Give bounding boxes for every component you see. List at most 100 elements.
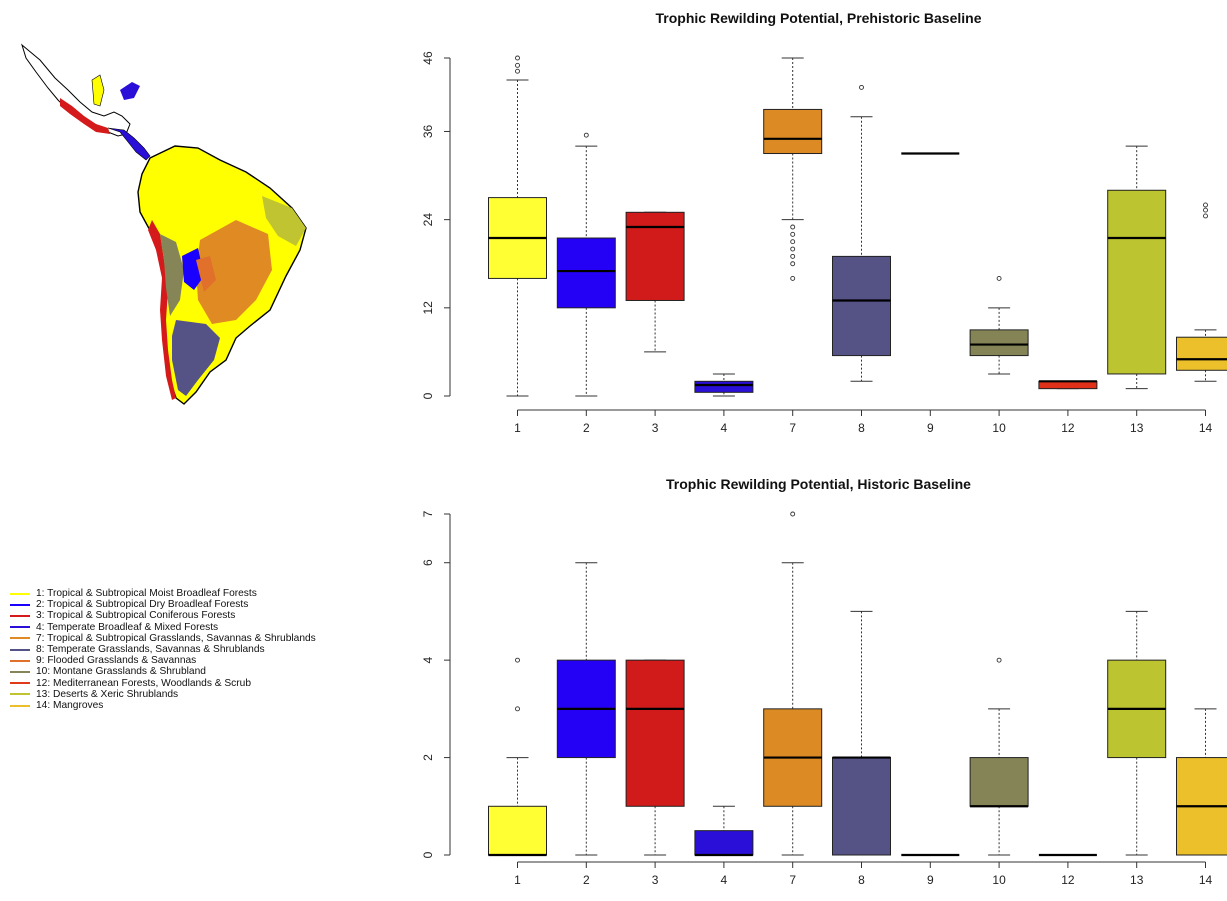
legend-item: 1: Tropical & Subtropical Moist Broadlea… (10, 588, 316, 599)
box-12 (1039, 381, 1097, 388)
x-tick-label: 9 (927, 873, 934, 887)
latin-america-biome-map (0, 20, 330, 410)
x-tick-label: 14 (1199, 421, 1213, 435)
legend-swatch (10, 626, 30, 628)
x-tick-label: 3 (652, 873, 659, 887)
legend-label: 8: Temperate Grasslands, Savannas & Shru… (36, 644, 265, 655)
biome-legend: 1: Tropical & Subtropical Moist Broadlea… (10, 588, 316, 711)
legend-label: 10: Montane Grasslands & Shrubland (36, 666, 206, 677)
outlier-point (516, 63, 520, 67)
legend-label: 4: Temperate Broadleaf & Mixed Forests (36, 622, 218, 633)
legend-swatch (10, 682, 30, 684)
outlier-point (860, 85, 864, 89)
y-tick-label: 0 (421, 851, 435, 858)
box-8 (833, 256, 891, 355)
legend-swatch (10, 671, 30, 673)
outlier-point (791, 276, 795, 280)
box-2 (557, 238, 615, 308)
box-3 (626, 660, 684, 806)
box-14 (1177, 337, 1227, 370)
legend-item: 3: Tropical & Subtropical Coniferous For… (10, 610, 316, 621)
legend-swatch (10, 705, 30, 707)
legend-swatch (10, 593, 30, 595)
legend-item: 2: Tropical & Subtropical Dry Broadleaf … (10, 599, 316, 610)
map-mexico (22, 45, 130, 136)
legend-item: 8: Temperate Grasslands, Savannas & Shru… (10, 644, 316, 655)
outlier-point (791, 240, 795, 244)
legend-swatch (10, 604, 30, 606)
outlier-point (516, 56, 520, 60)
outlier-point (516, 707, 520, 711)
x-tick-label: 8 (858, 421, 865, 435)
box-10 (970, 330, 1028, 356)
x-tick-label: 2 (583, 873, 590, 887)
legend-label: 9: Flooded Grasslands & Savannas (36, 655, 196, 666)
x-tick-label: 7 (789, 873, 796, 887)
x-tick-label: 7 (789, 421, 796, 435)
x-tick-label: 13 (1130, 421, 1144, 435)
y-tick-label: 0 (421, 392, 435, 399)
legend-item: 4: Temperate Broadleaf & Mixed Forests (10, 622, 316, 633)
chart-title: Trophic Rewilding Potential, Historic Ba… (410, 476, 1227, 492)
x-tick-label: 1 (514, 421, 521, 435)
outlier-point (516, 658, 520, 662)
box-4 (695, 831, 753, 855)
outlier-point (1204, 214, 1208, 218)
x-tick-label: 10 (992, 421, 1006, 435)
x-tick-label: 1 (514, 873, 521, 887)
y-tick-label: 36 (421, 124, 435, 138)
x-tick-label: 3 (652, 421, 659, 435)
chart-prehistoric: Trophic Rewilding Potential, Prehistoric… (410, 0, 1227, 440)
outlier-point (516, 69, 520, 73)
legend-item: 12: Mediterranean Forests, Woodlands & S… (10, 678, 316, 689)
outlier-point (997, 658, 1001, 662)
box-13 (1108, 190, 1166, 374)
y-tick-label: 24 (421, 213, 435, 227)
box-1 (489, 806, 547, 855)
outlier-point (791, 254, 795, 258)
legend-item: 14: Mangroves (10, 700, 316, 711)
x-tick-label: 12 (1061, 873, 1075, 887)
y-tick-label: 46 (421, 51, 435, 65)
legend-label: 14: Mangroves (36, 700, 103, 711)
outlier-point (584, 133, 588, 137)
legend-label: 1: Tropical & Subtropical Moist Broadlea… (36, 588, 257, 599)
legend-label: 12: Mediterranean Forests, Woodlands & S… (36, 678, 251, 689)
legend-item: 7: Tropical & Subtropical Grasslands, Sa… (10, 633, 316, 644)
outlier-point (791, 247, 795, 251)
outlier-point (791, 232, 795, 236)
x-tick-label: 2 (583, 421, 590, 435)
legend-label: 7: Tropical & Subtropical Grasslands, Sa… (36, 633, 316, 644)
outlier-point (1204, 203, 1208, 207)
legend-label: 3: Tropical & Subtropical Coniferous For… (36, 610, 235, 621)
outlier-point (1204, 208, 1208, 212)
box-7 (764, 109, 822, 153)
legend-label: 2: Tropical & Subtropical Dry Broadleaf … (36, 599, 248, 610)
y-tick-label: 2 (421, 754, 435, 761)
outlier-point (791, 262, 795, 266)
legend-swatch (10, 649, 30, 651)
legend-item: 9: Flooded Grasslands & Savannas (10, 655, 316, 666)
y-tick-label: 6 (421, 559, 435, 566)
x-tick-label: 13 (1130, 873, 1144, 887)
box-4 (695, 381, 753, 392)
x-tick-label: 12 (1061, 421, 1075, 435)
map-yucatan (92, 75, 104, 106)
y-tick-label: 12 (421, 301, 435, 315)
outlier-point (791, 512, 795, 516)
legend-label: 13: Deserts & Xeric Shrublands (36, 689, 178, 700)
x-tick-label: 10 (992, 873, 1006, 887)
x-tick-label: 4 (721, 873, 728, 887)
legend-item: 13: Deserts & Xeric Shrublands (10, 689, 316, 700)
x-tick-label: 8 (858, 873, 865, 887)
legend-swatch (10, 615, 30, 617)
chart-historic: Trophic Rewilding Potential, Historic Ba… (410, 466, 1227, 896)
box-3 (626, 212, 684, 300)
outlier-point (791, 225, 795, 229)
legend-item: 10: Montane Grasslands & Shrubland (10, 666, 316, 677)
legend-swatch (10, 693, 30, 695)
y-tick-label: 4 (421, 656, 435, 663)
x-tick-label: 14 (1199, 873, 1213, 887)
outlier-point (997, 276, 1001, 280)
box-10 (970, 758, 1028, 807)
